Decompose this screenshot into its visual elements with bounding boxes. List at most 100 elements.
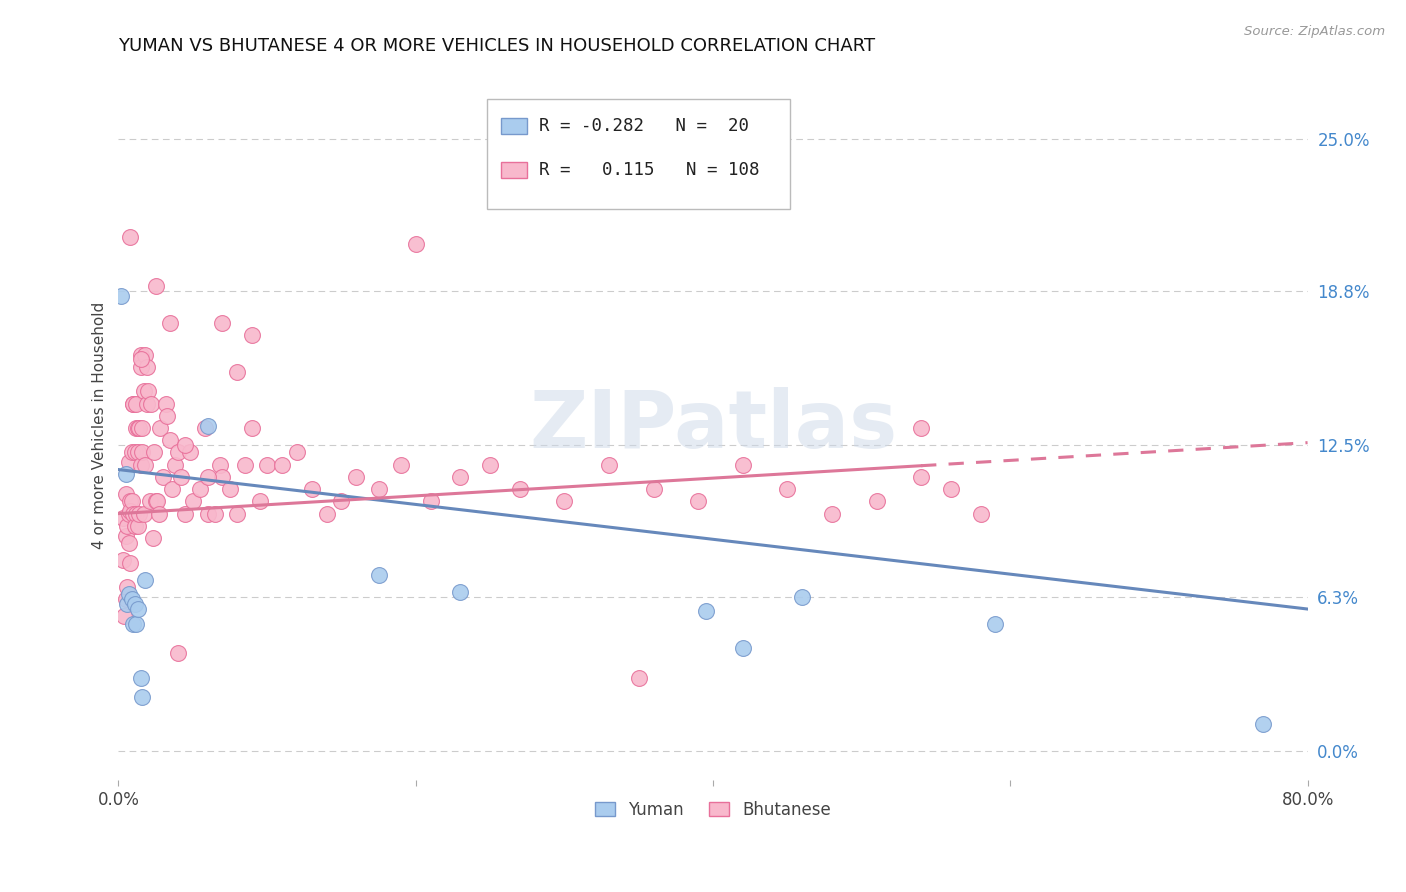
Point (117, 519, 139, 533)
Point (776, 482, 799, 496)
Point (204, 507, 226, 521)
Point (226, 507, 249, 521)
Point (117, 580, 139, 594)
Point (120, 230, 142, 244)
Point (117, 597, 139, 611)
Point (127, 602, 149, 616)
Text: R =   0.115   N = 108: R = 0.115 N = 108 (540, 161, 759, 179)
Point (135, 359, 157, 374)
Point (211, 470, 233, 484)
Point (111, 553, 134, 567)
Point (865, 494, 887, 508)
Point (121, 494, 143, 508)
Point (167, 646, 190, 660)
Point (194, 421, 217, 435)
Point (188, 482, 211, 496)
Point (115, 592, 138, 607)
Point (315, 507, 337, 521)
Point (159, 316, 181, 330)
Point (219, 482, 242, 496)
Point (344, 470, 367, 484)
Point (160, 482, 183, 496)
Point (695, 605, 717, 619)
Text: ZIPatlas: ZIPatlas (529, 386, 897, 465)
Point (553, 494, 575, 508)
Point (156, 409, 179, 423)
Point (197, 418, 219, 433)
Point (149, 421, 172, 435)
Point (174, 507, 197, 521)
Y-axis label: 4 or more Vehicles in Household: 4 or more Vehicles in Household (93, 301, 107, 549)
Point (115, 487, 138, 501)
FancyBboxPatch shape (502, 119, 527, 134)
Point (134, 458, 156, 472)
Point (367, 482, 389, 496)
Point (115, 528, 138, 542)
Text: R = -0.282   N =  20: R = -0.282 N = 20 (540, 117, 749, 135)
Point (131, 690, 153, 705)
Point (240, 421, 263, 435)
Point (643, 482, 665, 496)
Point (139, 396, 162, 410)
Point (121, 592, 143, 607)
Point (792, 590, 814, 604)
Point (124, 445, 146, 459)
Point (301, 482, 323, 496)
Point (129, 359, 152, 374)
Point (598, 458, 620, 472)
Point (120, 556, 142, 570)
Point (181, 494, 204, 508)
FancyBboxPatch shape (502, 162, 527, 178)
Point (170, 470, 193, 484)
Point (240, 328, 263, 343)
Point (143, 445, 166, 459)
Point (121, 445, 143, 459)
Point (939, 482, 962, 496)
Point (125, 421, 148, 435)
Point (115, 467, 138, 482)
Point (129, 671, 152, 685)
Point (118, 507, 141, 521)
Point (127, 445, 149, 459)
Point (910, 470, 932, 484)
Point (112, 609, 135, 624)
Point (145, 494, 167, 508)
Text: Source: ZipAtlas.com: Source: ZipAtlas.com (1244, 25, 1385, 38)
Text: YUMAN VS BHUTANESE 4 OR MORE VEHICLES IN HOUSEHOLD CORRELATION CHART: YUMAN VS BHUTANESE 4 OR MORE VEHICLES IN… (118, 37, 876, 55)
Point (142, 531, 165, 545)
Point (128, 421, 150, 435)
Point (118, 536, 141, 550)
Point (135, 396, 157, 410)
Point (731, 458, 754, 472)
Point (145, 279, 167, 293)
Point (118, 587, 141, 601)
Point (146, 494, 169, 508)
Point (136, 384, 159, 399)
Point (125, 396, 148, 410)
Point (127, 421, 149, 435)
Point (419, 494, 441, 508)
Point (148, 507, 170, 521)
Point (124, 597, 146, 611)
Point (124, 519, 146, 533)
Point (129, 352, 152, 367)
Point (138, 494, 160, 508)
Point (118, 455, 141, 469)
Point (129, 458, 152, 472)
Point (163, 458, 186, 472)
Point (509, 482, 531, 496)
Point (731, 641, 754, 656)
Point (134, 347, 156, 361)
Point (405, 237, 427, 252)
Point (330, 494, 353, 508)
Point (131, 421, 153, 435)
Point (197, 507, 219, 521)
Point (249, 494, 271, 508)
Point (125, 616, 148, 631)
Point (821, 507, 844, 521)
Point (167, 445, 190, 459)
Legend: Yuman, Bhutanese: Yuman, Bhutanese (588, 794, 838, 825)
Point (211, 316, 233, 330)
Point (910, 421, 932, 435)
Point (122, 507, 145, 521)
